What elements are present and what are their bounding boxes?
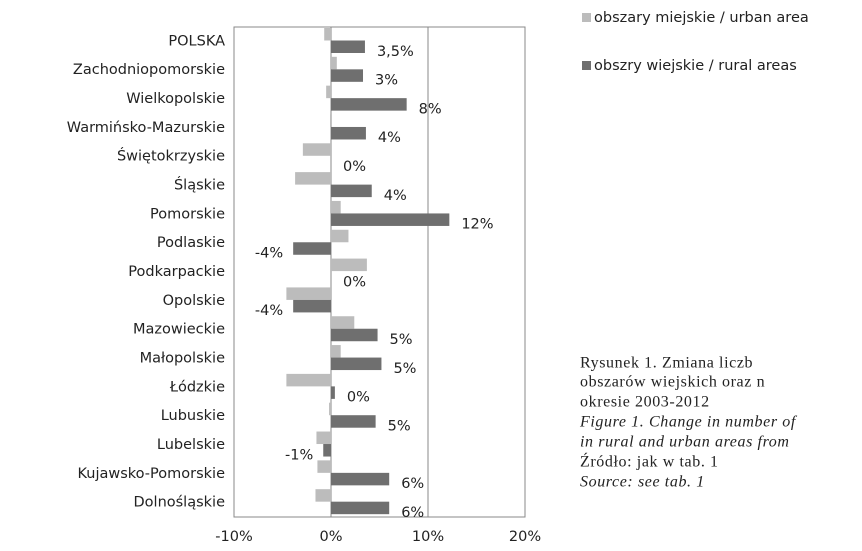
y-tick-label: Lubelskie: [157, 437, 225, 453]
bar: [331, 200, 341, 214]
y-tick-label: Podlaskie: [157, 235, 225, 251]
bar: [326, 85, 331, 99]
caption-line: okresie 2003-2012: [580, 394, 710, 411]
bar: [317, 460, 331, 473]
bar: [329, 402, 331, 416]
data-label: -4%: [255, 246, 283, 262]
y-tick-label: Warmińsko-Mazurskie: [67, 120, 225, 136]
x-tick-label: 20%: [509, 529, 541, 545]
bar: [331, 229, 349, 243]
caption-line: Źródło: jak w tab. 1: [580, 452, 719, 471]
y-tick-label: Małopolskie: [140, 350, 225, 366]
bar: [331, 316, 355, 329]
bar: [293, 242, 331, 255]
bar: [331, 258, 367, 272]
legend-swatch: [582, 61, 591, 70]
data-label: 5%: [390, 332, 413, 348]
bar: [331, 472, 390, 486]
data-label: 5%: [393, 361, 416, 377]
bar: [293, 299, 331, 313]
data-label: 3%: [375, 73, 398, 89]
y-tick-label: Świętokrzyskie: [117, 147, 225, 165]
bar: [331, 56, 337, 70]
data-label: 12%: [461, 217, 493, 233]
y-tick-label: Zachodniopomorskie: [73, 62, 225, 78]
bar: [295, 172, 331, 185]
legend-label: obszry wiejskie / rural areas: [594, 58, 797, 74]
bar: [331, 126, 366, 140]
data-label: 0%: [343, 274, 366, 290]
y-tick-label: Mazowieckie: [133, 322, 225, 338]
bar: [331, 386, 335, 399]
data-label: 5%: [388, 418, 411, 434]
caption-line: obszarów wiejskich oraz n: [580, 374, 765, 391]
bar: [323, 444, 331, 457]
bar: [331, 501, 390, 515]
y-tick-label: Wielkopolskie: [126, 91, 225, 107]
y-tick-label: Śląskie: [174, 176, 225, 194]
legend-swatch: [582, 13, 591, 22]
data-label: -1%: [285, 447, 313, 463]
data-label: 0%: [347, 390, 370, 406]
bar: [331, 345, 341, 358]
bar: [331, 415, 376, 428]
bar: [286, 373, 331, 387]
x-tick-label: 0%: [319, 529, 342, 545]
caption-line: Figure 1. Change in number of: [579, 414, 798, 431]
data-label: 4%: [384, 188, 407, 204]
bar: [315, 489, 331, 502]
bar: [331, 69, 364, 82]
bar: [302, 143, 331, 156]
x-tick-label: 10%: [412, 529, 444, 545]
caption-line: Source: see tab. 1: [580, 474, 705, 491]
data-label: 6%: [401, 476, 424, 492]
bar: [331, 357, 382, 371]
legend-label: obszary miejskie / urban area: [594, 10, 809, 26]
bar: [286, 287, 331, 300]
data-label: 0%: [343, 159, 366, 175]
caption-line: in rural and urban areas from: [580, 434, 790, 451]
y-tick-label: Lubuskie: [161, 408, 225, 424]
bar: [324, 28, 331, 41]
bar: [331, 40, 365, 53]
y-tick-label: Opolskie: [163, 293, 225, 309]
bar: [331, 213, 450, 226]
bar: [331, 98, 407, 111]
y-tick-label: Dolnośląskie: [134, 495, 226, 511]
data-label: 3,5%: [377, 44, 414, 60]
bar: [331, 328, 378, 342]
y-tick-label: Podkarpackie: [128, 264, 225, 280]
x-tick-label: -10%: [215, 529, 252, 545]
bar: [331, 184, 372, 198]
bar: [330, 114, 331, 127]
y-tick-label: Łódzkie: [169, 379, 225, 395]
data-label: 8%: [419, 101, 442, 117]
data-label: 4%: [378, 130, 401, 146]
data-label: 6%: [401, 505, 424, 521]
y-tick-label: Pomorskie: [150, 206, 225, 222]
caption-line: Rysunek 1. Zmiana liczb: [580, 355, 753, 372]
data-label: -4%: [255, 303, 283, 319]
y-tick-label: Kujawsko-Pomorskie: [77, 466, 225, 482]
y-tick-label: POLSKA: [168, 33, 225, 49]
bar: [316, 431, 331, 445]
caption: Rysunek 1. Zmiana liczb obszarów wiejski…: [579, 355, 798, 491]
